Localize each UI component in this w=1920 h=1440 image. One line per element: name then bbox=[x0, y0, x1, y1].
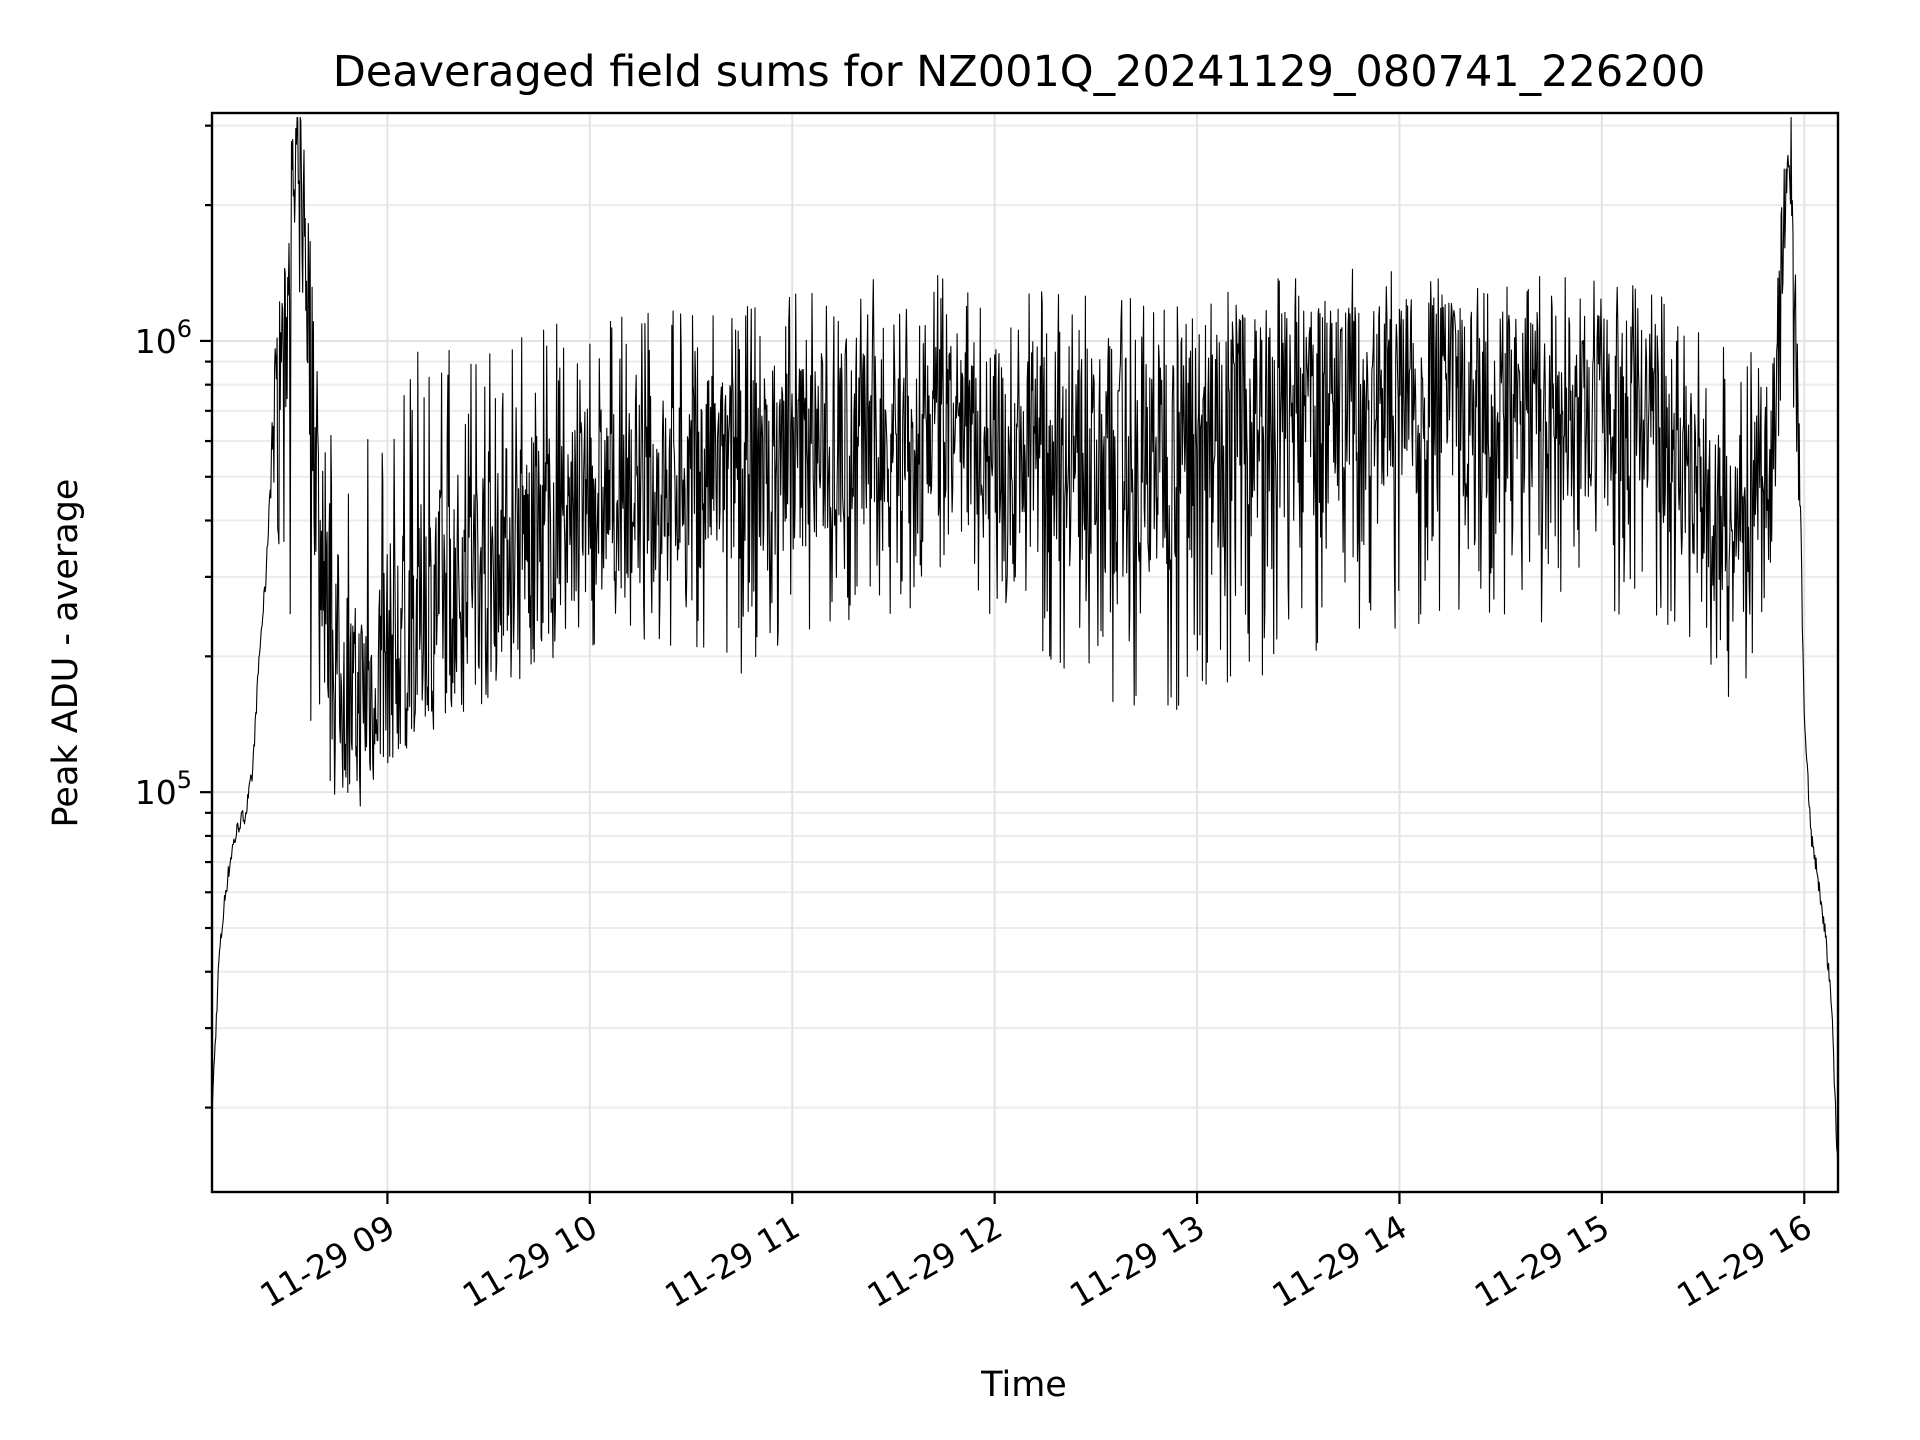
chart-title: Deaveraged field sums for NZ001Q_2024112… bbox=[333, 47, 1706, 97]
series-line bbox=[211, 116, 1839, 1177]
plot-area-frame bbox=[210, 111, 1840, 1194]
y-axis-label: Peak ADU - average bbox=[46, 479, 86, 828]
x-axis-label: Time bbox=[980, 1365, 1067, 1405]
y-tick-label: 106 bbox=[135, 315, 192, 361]
y-tick-label: 105 bbox=[135, 766, 192, 812]
grid bbox=[212, 113, 1838, 1192]
y-axis: 105 106 bbox=[135, 124, 212, 1109]
